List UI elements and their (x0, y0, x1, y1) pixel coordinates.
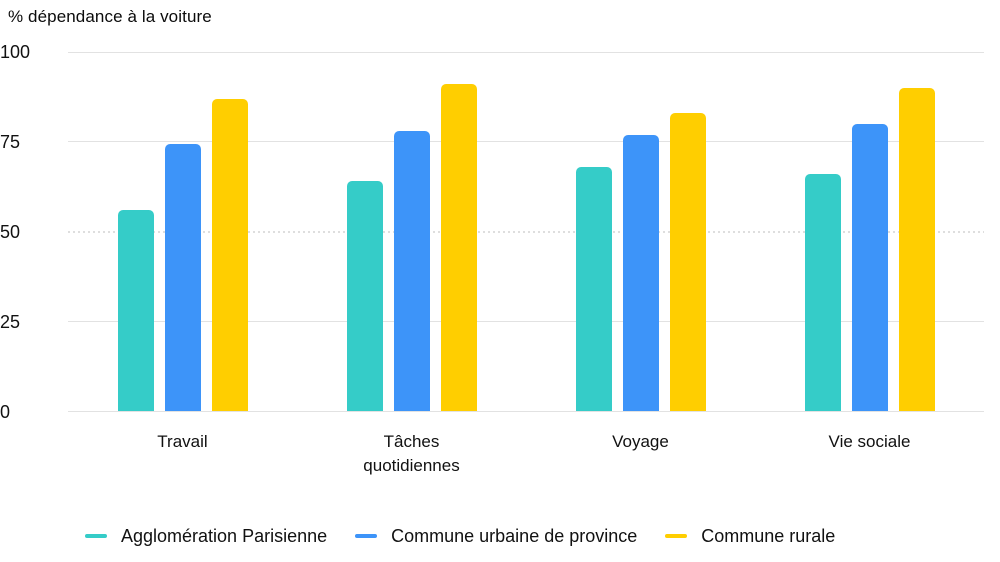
bar[interactable] (211, 98, 248, 412)
bar[interactable] (393, 131, 430, 412)
y-tick-label: 100 (0, 42, 31, 62)
x-axis-label: Vie sociale (828, 432, 911, 451)
bar[interactable] (346, 181, 383, 412)
x-axis-label: Travail (157, 432, 208, 451)
y-tick-label: 50 (0, 221, 21, 242)
gridline-25 (68, 321, 984, 323)
bar[interactable] (669, 113, 706, 412)
chart-title: % dépendance à la voiture (8, 7, 212, 26)
x-axis-label: Voyage (612, 432, 669, 451)
bar[interactable] (164, 143, 201, 412)
bar[interactable] (804, 174, 841, 412)
legend-item[interactable]: Commune rurale (665, 523, 835, 549)
gridline-0 (68, 411, 984, 412)
y-tick-label: 0 (0, 401, 11, 422)
legend-marker (355, 534, 378, 538)
bar[interactable] (117, 210, 154, 412)
gridline-100 (68, 51, 984, 53)
legend: Agglomération Parisienne Commune urbaine … (85, 523, 835, 549)
bar[interactable] (851, 123, 888, 412)
legend-item[interactable]: Commune urbaine de province (355, 523, 637, 549)
legend-marker (85, 534, 107, 538)
bar[interactable] (898, 87, 935, 412)
x-axis-label: Tâches quotidiennes (363, 432, 460, 475)
legend-label: Commune urbaine de province (391, 526, 638, 546)
bar[interactable] (575, 167, 612, 412)
gridline-50 (68, 230, 984, 233)
legend-label: Commune rurale (701, 526, 836, 546)
y-tick-label: 25 (0, 311, 21, 332)
legend-label: Agglomération Parisienne (121, 526, 328, 546)
legend-marker (665, 534, 688, 538)
y-tick-label: 75 (0, 131, 21, 152)
bar[interactable] (622, 134, 659, 412)
legend-item[interactable]: Agglomération Parisienne (85, 523, 327, 549)
gridline-75 (68, 141, 984, 143)
bar[interactable] (440, 84, 477, 412)
